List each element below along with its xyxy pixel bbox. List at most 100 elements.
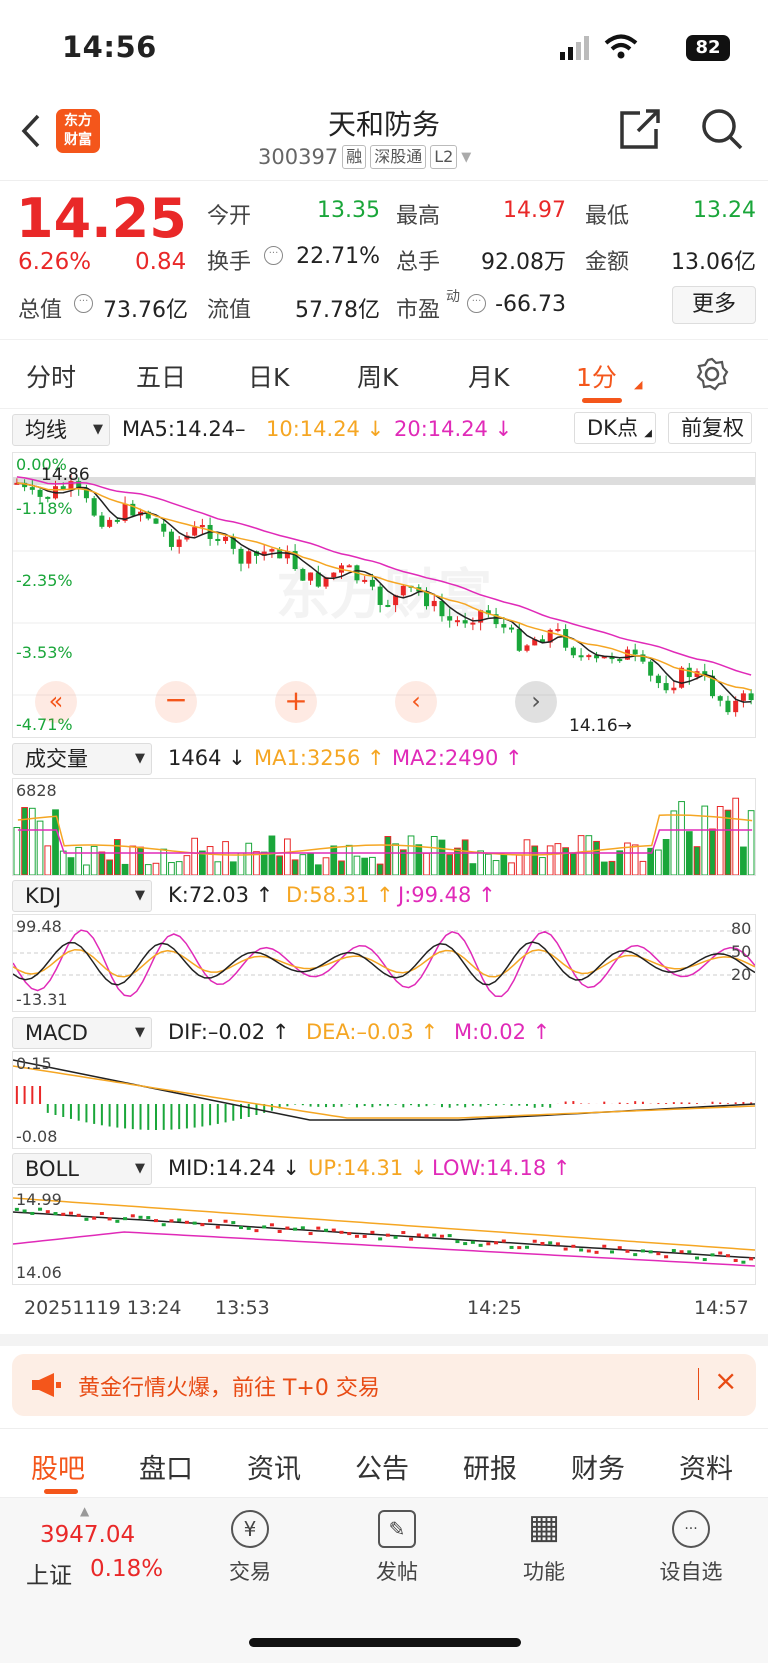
tab-intraday[interactable]: 分时 [26,363,77,392]
share-icon[interactable] [618,107,662,151]
volume-bar [229,861,237,875]
boll-candle [38,1207,43,1211]
nav-add-watchlist[interactable]: ··· 设自选 [641,1510,741,1586]
tab-forum[interactable]: 股吧 [31,1454,85,1485]
adjust-button[interactable]: 前复权 [668,412,752,444]
volume-value: 92.08万 [481,250,566,275]
boll-candle [548,1241,553,1245]
tab-daily-k[interactable]: 日K [248,363,290,392]
volume-ma1-line [17,814,753,856]
home-indicator [249,1638,521,1647]
tab-news[interactable]: 资讯 [247,1454,301,1485]
macd-selector[interactable]: MACD ▼ [12,1017,152,1049]
boll-candle [455,1240,460,1244]
price-chart[interactable]: 东方财富 0.00% 14.86 -1.18% -2.35% -3.53% -4… [12,452,756,738]
promo-banner[interactable]: 黄金行情火爆，前往 T+0 交易 × [12,1354,756,1416]
volume-bar [693,846,701,875]
ma20-line [16,476,752,676]
candle-body [22,482,28,488]
candle-body [617,659,623,662]
boll-candle [741,1260,746,1264]
scroll-left-fast-button[interactable]: « [35,681,77,723]
boll-candle [416,1233,421,1237]
volume-bar [314,864,322,875]
kdj-selector[interactable]: KDJ ▼ [12,880,152,912]
zoom-in-button[interactable]: + [275,681,317,723]
tab-announcements[interactable]: 公告 [355,1454,409,1485]
candle-body [199,524,205,528]
macd-dea-text: DEA:–0.03 [306,1020,414,1044]
ma-selector[interactable]: 均线 ▼ [12,414,110,446]
boll-candle [123,1217,128,1221]
volume-bar [740,846,747,875]
tab-five-day[interactable]: 五日 [136,363,187,392]
axis-label-4: -4.71% [16,715,73,734]
volume-bar [361,857,369,875]
candle-body [246,551,252,564]
volume-bar [152,862,160,875]
nav-functions[interactable]: ▦ 功能 [494,1510,594,1586]
volume-bar [500,854,508,875]
search-icon[interactable] [700,107,744,151]
volume-bar [330,845,338,875]
scroll-left-button[interactable]: ‹ [395,681,437,723]
tab-weekly-k[interactable]: 周K [357,363,399,392]
info-icon[interactable]: ··· [264,246,283,265]
candle-body [277,549,283,559]
volume-bar [121,863,129,875]
chevron-down-icon: ▼ [135,1025,145,1040]
volume-bar [183,855,191,875]
tab-profile[interactable]: 资料 [679,1454,733,1485]
volume-bar [508,862,515,875]
macd-chart[interactable]: 0.15 -0.08 [12,1051,756,1149]
candle-body [215,538,221,541]
candle-body [493,614,499,625]
macd-dea: DEA:–0.03 ↑ [306,1020,439,1044]
zoom-out-button[interactable]: − [155,681,197,723]
volume-bar [191,837,198,875]
boll-selector[interactable]: BOLL ▼ [12,1153,152,1185]
boll-candle [610,1250,615,1254]
nav-post[interactable]: ✎ 发帖 [347,1510,447,1586]
stock-code-line[interactable]: 300397 融 深股通 L2 ▼ [258,145,471,169]
close-icon[interactable]: × [714,1364,738,1397]
more-button[interactable]: 更多 [672,286,756,324]
volume-bar [531,845,539,875]
tab-research[interactable]: 研报 [463,1454,517,1485]
info-icon[interactable]: ··· [467,294,486,313]
volume-bar [554,843,562,875]
volume-bar [21,807,28,875]
boll-candle [463,1242,468,1246]
volume-bar [585,835,593,875]
scroll-right-button[interactable]: › [515,681,557,723]
nav-trade[interactable]: ¥ 交易 [200,1510,300,1586]
index-value[interactable]: 3947.04 [40,1522,136,1548]
candle-body [424,591,430,607]
candle-body [45,496,51,499]
volume-selector[interactable]: 成交量 ▼ [12,743,152,775]
volume-bar [477,850,484,875]
gear-icon[interactable] [694,356,730,392]
boll-candle [679,1250,684,1254]
boll-up-text: UP:14.31 [308,1156,404,1180]
candle-body [516,628,522,651]
boll-chart[interactable]: 14.99 14.06 [12,1187,756,1285]
tab-monthly-k[interactable]: 月K [468,363,510,392]
volume-bar [206,846,214,875]
tab-finance[interactable]: 财务 [571,1454,625,1485]
volume-bar [539,857,546,875]
candle-body [99,515,105,527]
tab-1min[interactable]: 1分 [576,363,617,392]
active-tab-underline [582,398,622,403]
info-icon[interactable]: ··· [74,294,93,313]
volume-chart[interactable]: 6828 [12,778,756,876]
volume-bar [260,851,268,875]
dk-point-button[interactable]: DK点 ◢ [574,412,656,444]
boll-candle [22,1209,27,1213]
tab-orderbook[interactable]: 盘口 [139,1454,193,1485]
index-name: 上证 [26,1563,72,1589]
kdj-chart[interactable]: 99.48 -13.31 80 50 20 [12,914,756,1012]
volume-bar [670,810,678,875]
bottom-nav: ▲ 3947.04 上证 0.18% ¥ 交易 ✎ 发帖 ▦ 功能 ··· 设自… [0,1498,768,1663]
back-icon[interactable] [18,113,44,149]
